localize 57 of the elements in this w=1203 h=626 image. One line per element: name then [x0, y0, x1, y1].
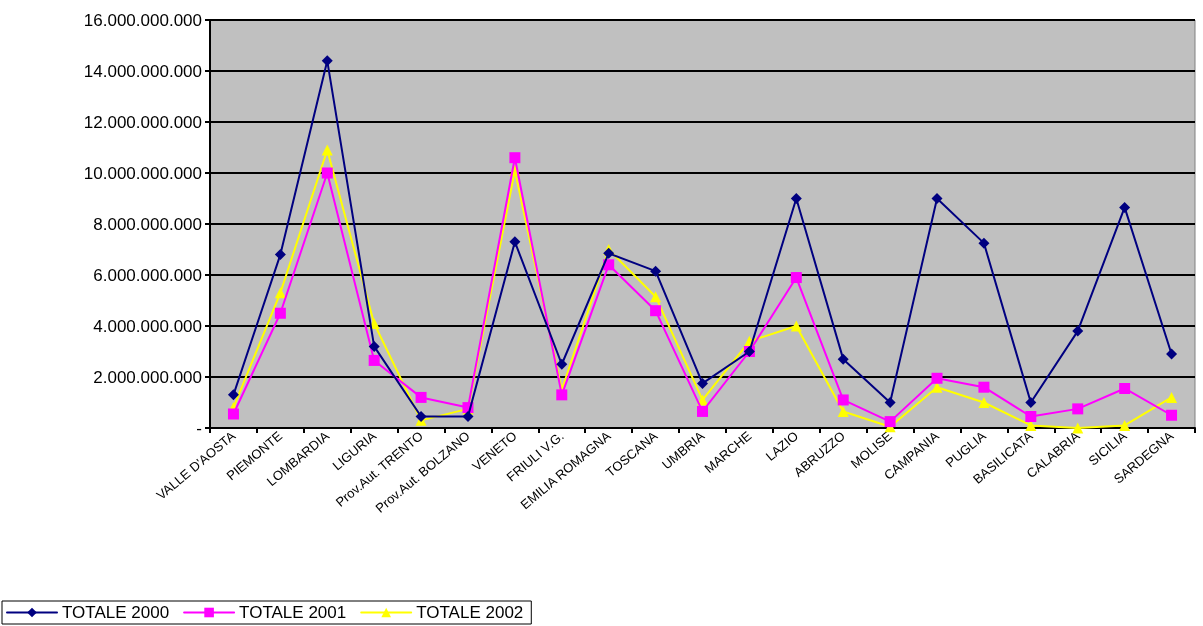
point — [321, 167, 333, 179]
point — [884, 416, 896, 428]
y-tick-label: 6.000.000.000 — [93, 265, 202, 285]
point — [368, 354, 380, 366]
point — [697, 377, 708, 389]
y-tick-label: 12.000.000.000 — [83, 112, 202, 132]
y-tick-label: - — [196, 418, 202, 438]
point — [1166, 348, 1178, 360]
point — [509, 152, 521, 164]
point — [650, 291, 662, 303]
point — [650, 265, 662, 277]
point — [978, 237, 990, 249]
point — [884, 397, 896, 408]
legend-label: TOTALE 2000 — [62, 603, 170, 622]
point — [509, 236, 521, 248]
y-tick-label: 14.000.000.000 — [83, 61, 202, 81]
point — [790, 320, 802, 332]
point — [1119, 201, 1131, 213]
point — [1119, 419, 1131, 431]
point — [650, 305, 662, 317]
point — [368, 340, 380, 352]
point — [931, 372, 943, 384]
point — [978, 397, 990, 408]
y-tick-label: 16.000.000.000 — [83, 10, 202, 30]
y-tick-label: 2.000.000.000 — [93, 367, 202, 387]
point — [837, 405, 849, 417]
point — [1166, 391, 1178, 403]
point — [274, 307, 286, 319]
point — [321, 144, 333, 156]
y-tick-label: 8.000.000.000 — [93, 214, 202, 234]
point — [1072, 403, 1084, 415]
point — [274, 249, 286, 261]
point — [790, 272, 802, 284]
point — [1025, 411, 1037, 423]
point — [1072, 422, 1084, 434]
point — [837, 394, 849, 406]
point — [837, 353, 849, 365]
point — [1072, 325, 1084, 337]
point — [931, 193, 943, 204]
point — [603, 247, 615, 259]
point — [1166, 409, 1178, 421]
point — [697, 394, 708, 406]
point — [790, 193, 802, 204]
point — [978, 381, 990, 393]
point — [1025, 397, 1037, 408]
legend-label: TOTALE 2002 — [416, 603, 524, 622]
y-tick-label: 10.000.000.000 — [83, 163, 202, 183]
point — [697, 405, 708, 417]
y-tick-label: 4.000.000.000 — [93, 316, 202, 336]
point — [227, 389, 239, 401]
point — [556, 358, 568, 370]
point — [1119, 382, 1131, 394]
point — [415, 391, 427, 403]
point — [462, 411, 474, 423]
point — [227, 408, 239, 420]
point — [274, 287, 286, 299]
legend-label: TOTALE 2001 — [239, 603, 347, 622]
